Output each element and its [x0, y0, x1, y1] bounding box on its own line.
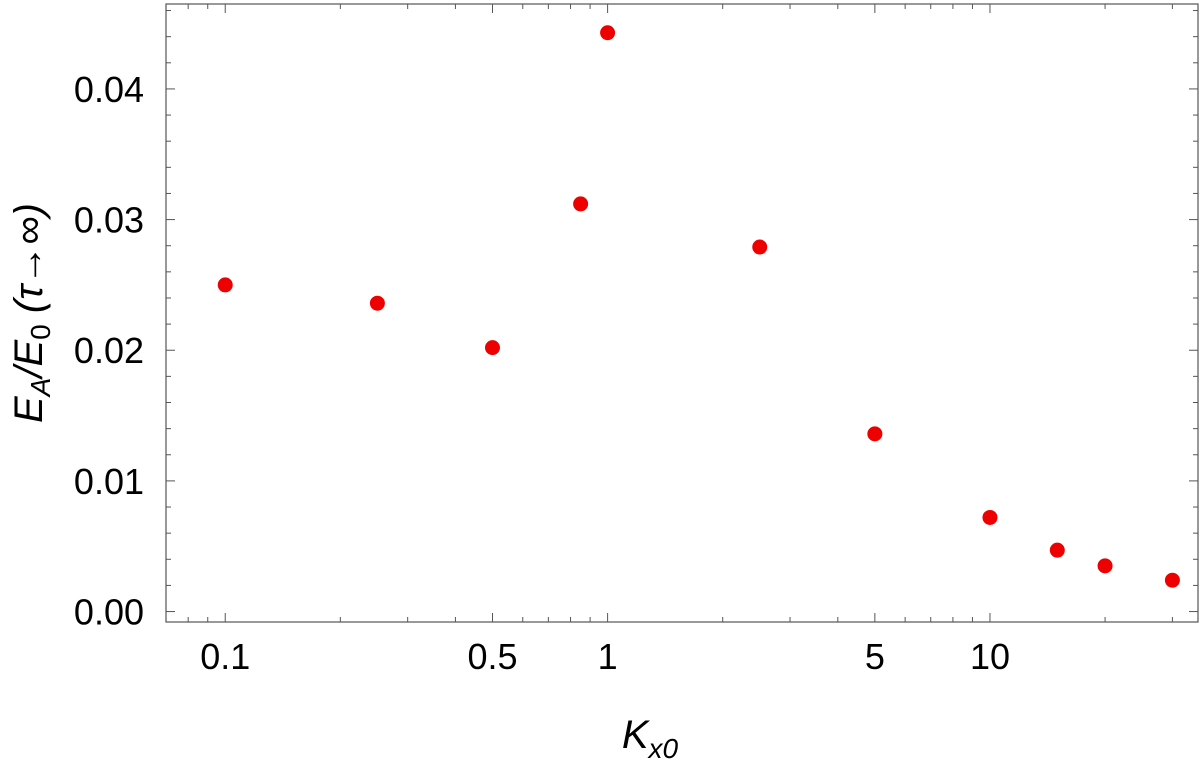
x-tick-label: 0.5: [467, 636, 517, 677]
data-point: [982, 509, 998, 525]
x-axis-ticks: 0.1 0.5 1 5 10: [165, 4, 1173, 677]
data-point: [217, 277, 233, 293]
data-point: [369, 295, 385, 311]
y-axis-ticks: 0.00 0.01 0.02 0.03 0.04: [74, 10, 1198, 633]
y-tick-label: 0.03: [74, 200, 144, 241]
y-tick-label: 0.00: [74, 592, 144, 633]
x-axis-title: Kx0: [622, 713, 679, 760]
y-axis-title-sub-0: 0: [25, 324, 56, 340]
x-tick-label: 1: [598, 636, 618, 677]
y-axis-title: EA/E0 (τ→∞): [7, 203, 56, 423]
y-tick-label: 0.02: [74, 330, 144, 371]
y-axis-title-sub-a: A: [25, 378, 56, 399]
x-tick-label: 0.1: [200, 636, 250, 677]
y-axis-title-e2: E: [7, 339, 51, 367]
plot-frame: [165, 3, 1199, 623]
data-points: [217, 25, 1180, 588]
data-point: [573, 196, 589, 212]
data-point: [1097, 558, 1113, 574]
y-tick-label: 0.01: [74, 461, 144, 502]
y-axis-title-e1: E: [7, 395, 51, 423]
data-point: [1164, 572, 1180, 588]
data-point: [867, 426, 883, 442]
x-axis-title-main: K: [622, 713, 651, 757]
x-axis-title-subscript: x0: [647, 733, 679, 760]
data-point: [1049, 542, 1065, 558]
data-point: [752, 239, 768, 255]
data-point: [484, 340, 500, 356]
y-axis-title-rest: (τ→∞): [7, 203, 51, 324]
y-axis-title-slash: /: [7, 363, 51, 381]
data-point: [600, 25, 616, 41]
y-tick-label: 0.04: [74, 69, 144, 110]
x-tick-label: 10: [970, 636, 1010, 677]
x-tick-label: 5: [865, 636, 885, 677]
